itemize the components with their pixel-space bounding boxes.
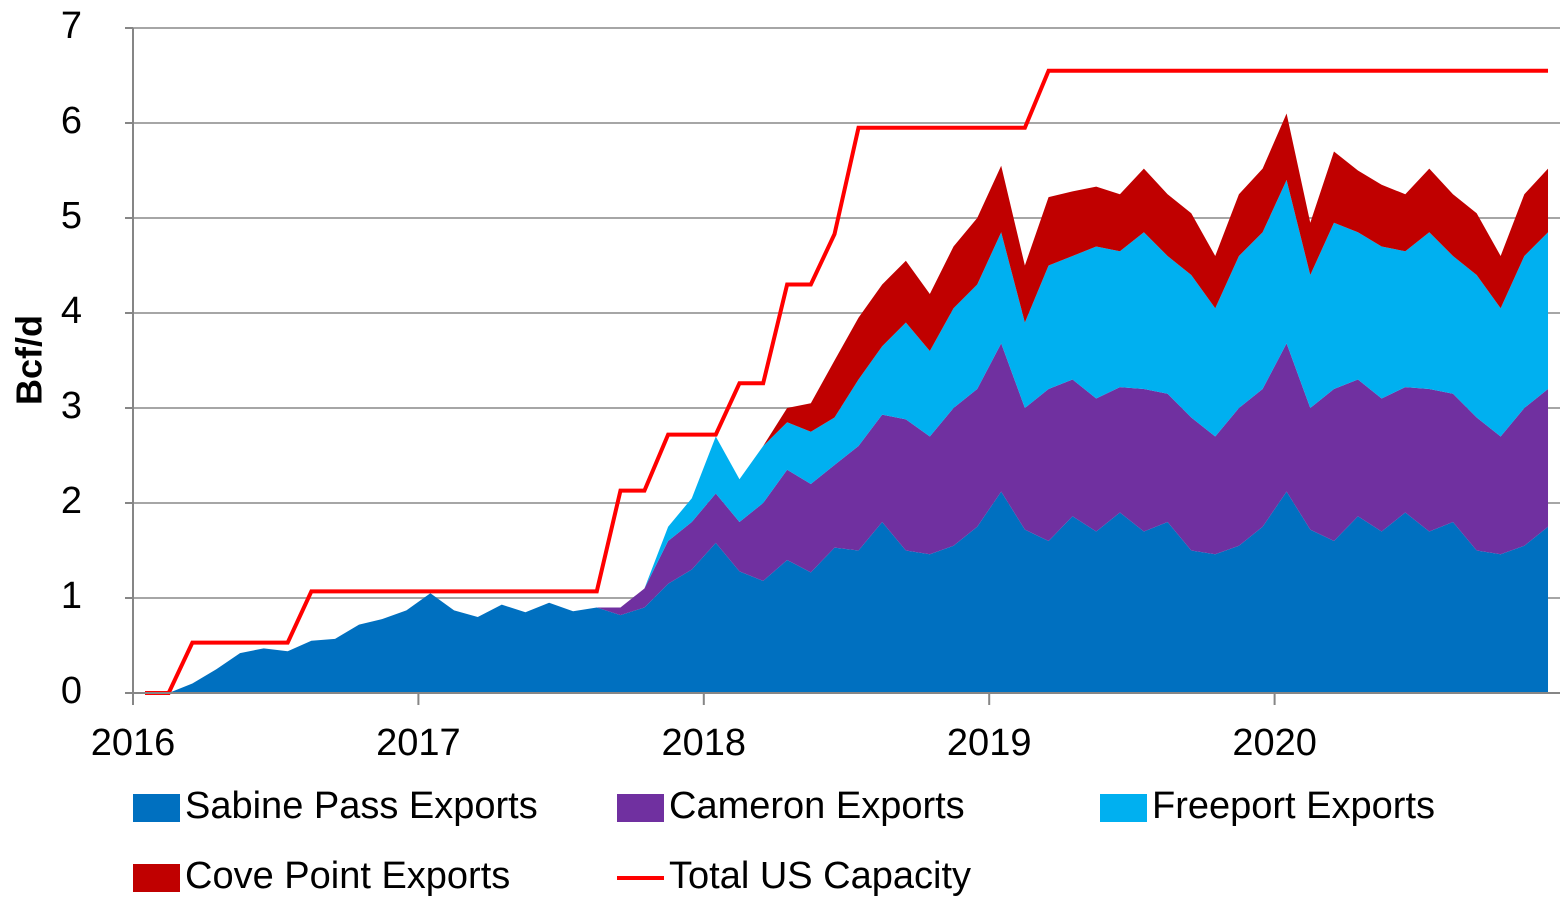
x-tick-label: 2020 [1232,722,1317,764]
y-tick-label: 7 [61,5,82,47]
y-tick-label: 6 [61,100,82,142]
legend-label: Freeport Exports [1152,785,1435,827]
y-tick-label: 4 [61,290,82,332]
legend-swatch [133,864,180,892]
y-tick-label: 2 [61,480,82,522]
x-tick-label: 2018 [662,722,747,764]
x-tick-label: 2017 [376,722,461,764]
y-tick-label: 0 [61,670,82,712]
line [144,68,1549,695]
area [144,343,1549,693]
legend-swatch [1100,794,1147,822]
x-tick-label: 2016 [91,722,176,764]
legend-label: Cameron Exports [669,785,965,827]
legend-swatch [617,794,664,822]
legend-swatch [133,794,180,822]
area [144,491,1549,693]
area [144,113,1549,693]
y-axis-label: Bcf/d [9,315,50,405]
legend-label: Total US Capacity [669,855,971,897]
y-tick-label: 1 [61,575,82,617]
area [144,180,1549,693]
legend-label: Cove Point Exports [185,855,510,897]
x-tick-label: 2019 [947,722,1032,764]
legend-label: Sabine Pass Exports [185,785,538,827]
y-tick-label: 5 [61,195,82,237]
y-tick-label: 3 [61,385,82,427]
